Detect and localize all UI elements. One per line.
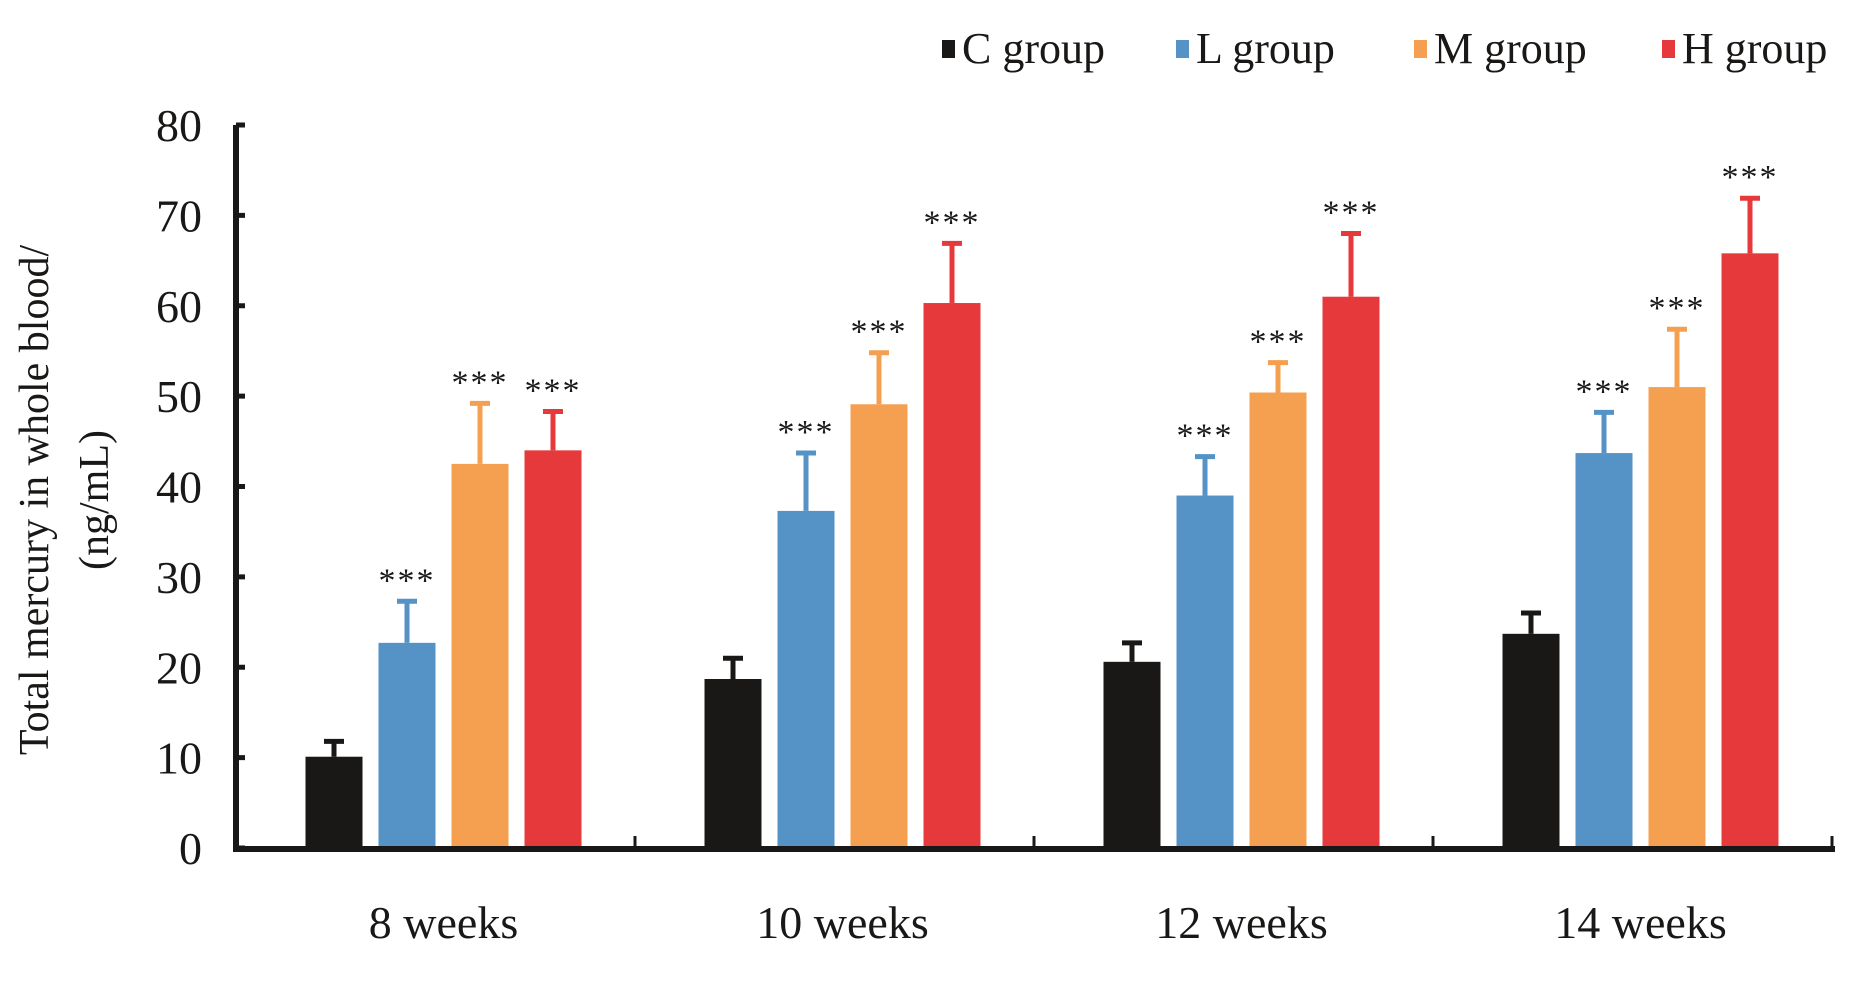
y-tick-label: 0 [179,823,202,874]
bar-m-group-0 [451,463,509,848]
y-tick-label: 50 [156,371,202,422]
bar-m-group-3 [1648,387,1706,848]
significance-label: *** [525,372,582,409]
y-axis-title-line1: Total mercury in whole blood/ [12,245,58,756]
bars-layer: *** *** *** *** *** *** *** *** *** *** *** *** [305,159,1779,848]
significance-label: *** [851,314,908,351]
legend-item: C group [942,24,1105,73]
significance-label: *** [924,204,981,241]
y-tick-label: 60 [156,281,202,332]
significance-label: *** [452,364,509,401]
bar-c-group-3 [1502,633,1560,848]
x-category-label: 14 weeks [1554,897,1726,948]
bar-l-group-3 [1575,453,1633,848]
x-categories: 8 weeks 10 weeks 12 weeks 14 weeks [369,897,1727,948]
legend-item: H group [1662,24,1827,73]
y-axis-title: Total mercury in whole blood/ (ng/mL) [12,245,118,756]
y-ticks: 0 10 20 30 40 50 60 70 80 [156,100,245,874]
significance-label: *** [1177,418,1234,455]
bar-l-group-2 [1176,495,1234,848]
significance-label: *** [1576,373,1633,410]
x-category-label: 8 weeks [369,897,518,948]
bar-h-group-3 [1721,253,1779,848]
significance-label: *** [778,414,835,451]
bar-h-group-0 [524,450,582,848]
bar-c-group-0 [305,756,363,848]
legend-swatch [1662,40,1675,58]
x-category-label: 12 weeks [1155,897,1327,948]
legend-swatch [942,40,955,58]
bar-h-group-2 [1322,296,1380,848]
bar-l-group-1 [777,510,835,848]
significance-label: *** [1722,159,1779,196]
legend-label: H group [1682,24,1827,73]
bar-c-group-1 [704,678,762,848]
bar-m-group-1 [850,404,908,848]
y-tick-label: 10 [156,733,202,784]
bar-l-group-0 [378,642,436,848]
legend-item: M group [1414,24,1587,73]
legend-label: M group [1434,24,1587,73]
legend-label: C group [962,24,1105,73]
y-tick-label: 30 [156,552,202,603]
significance-label: *** [1649,290,1706,327]
significance-label: *** [1250,324,1307,361]
y-axis-title-line2: (ng/mL) [72,430,118,570]
legend-swatch [1176,40,1189,58]
y-tick-label: 20 [156,642,202,693]
legend-label: L group [1196,24,1335,73]
bar-c-group-2 [1103,661,1161,848]
legend: C group L group M group H group [942,24,1827,73]
bar-m-group-2 [1249,392,1307,848]
bar-h-group-1 [923,303,981,848]
y-tick-label: 40 [156,462,202,513]
y-tick-label: 80 [156,100,202,151]
significance-label: *** [379,562,436,599]
legend-swatch [1414,40,1427,58]
legend-item: L group [1176,24,1335,73]
x-category-label: 10 weeks [756,897,928,948]
y-tick-label: 70 [156,190,202,241]
significance-label: *** [1323,194,1380,231]
